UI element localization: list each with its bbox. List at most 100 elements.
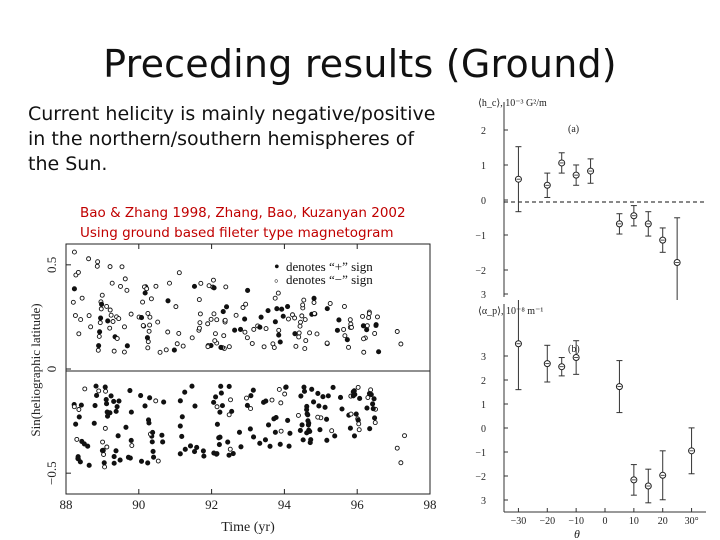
negative-sign-point: [348, 411, 354, 417]
negative-sign-point: [79, 295, 85, 301]
positive-sign-point: [218, 344, 224, 351]
positive-sign-point: [105, 318, 111, 324]
positive-sign-point: [230, 451, 236, 457]
positive-sign-point: [334, 327, 340, 333]
negative-sign-point: [145, 310, 151, 316]
negative-sign-point: [269, 397, 275, 403]
positive-sign-point: [317, 427, 323, 433]
positive-sign-point: [257, 324, 263, 330]
negative-sign-point: [223, 284, 229, 290]
negative-sign-point: [300, 302, 306, 308]
positive-sign-point: [150, 448, 156, 454]
negative-sign-point: [278, 400, 284, 406]
negative-sign-point: [244, 335, 250, 341]
positive-sign-point: [344, 337, 350, 343]
positive-sign-point: [103, 397, 109, 403]
negative-sign-point: [104, 444, 110, 450]
negative-sign-point: [144, 286, 150, 292]
positive-sign-point: [81, 441, 87, 447]
negative-sign-point: [118, 283, 123, 289]
positive-sign-point: [315, 390, 321, 396]
negative-sign-point: [71, 249, 77, 255]
positive-sign-point: [224, 304, 230, 310]
negative-sign-point: [372, 331, 378, 336]
positive-sign-point: [93, 383, 99, 389]
positive-sign-point: [350, 393, 356, 399]
negative-sign-point: [116, 316, 122, 322]
positive-sign-point: [113, 448, 119, 454]
negative-sign-point: [341, 304, 347, 309]
positive-sign-point: [111, 460, 117, 466]
negative-sign-point: [76, 407, 82, 412]
negative-sign-point: [356, 421, 362, 427]
negative-sign-point: [270, 341, 276, 347]
panel-x-tick-label: −10: [568, 516, 584, 527]
panel-x-tick-label: 30°: [685, 516, 699, 527]
legend-marker-plus: •: [274, 259, 280, 276]
positive-sign-point: [339, 406, 345, 412]
positive-sign-point: [279, 306, 285, 312]
negative-sign-point: [205, 321, 211, 327]
positive-sign-point: [337, 394, 344, 401]
positive-sign-point: [149, 439, 155, 445]
positive-sign-point: [101, 460, 107, 466]
positive-sign-point: [116, 398, 122, 404]
y-tick-label: −0.5: [44, 461, 59, 485]
positive-sign-point: [277, 441, 283, 447]
negative-sign-point: [272, 295, 278, 301]
negative-sign-point: [94, 263, 100, 269]
negative-sign-point: [111, 348, 117, 354]
negative-sign-point: [107, 264, 113, 270]
negative-sign-point: [71, 404, 77, 410]
negative-sign-point: [261, 344, 267, 350]
negative-sign-point: [110, 319, 116, 324]
slide-body: Current helicity is mainly negative/posi…: [28, 102, 458, 177]
latitude-time-scatter-chart: 88 90 92 94 96 98 0.5 0 −0.5 Sin(heliographic la…: [28, 243, 437, 535]
positive-sign-point: [242, 316, 248, 322]
x-tick-label: 96: [351, 497, 365, 512]
x-tick-label: 88: [60, 497, 73, 512]
positive-sign-point: [127, 387, 133, 394]
negative-sign-point: [189, 335, 195, 341]
negative-sign-point: [96, 333, 102, 339]
positive-sign-point: [114, 404, 120, 410]
positive-sign-point: [98, 315, 104, 321]
negative-sign-point: [212, 331, 218, 337]
negative-sign-point: [361, 336, 366, 342]
negative-sign-point: [86, 256, 92, 262]
negative-sign-point: [233, 312, 239, 318]
legend-label-minus: denotes “−” sign: [286, 272, 373, 287]
positive-sign-point: [189, 383, 195, 389]
negative-sign-point: [394, 329, 400, 334]
negative-sign-point: [198, 280, 204, 286]
negative-sign-point: [74, 436, 80, 442]
positive-sign-point: [353, 411, 359, 417]
negative-sign-point: [222, 317, 228, 323]
negative-sign-point: [155, 458, 161, 464]
positive-sign-point: [94, 392, 100, 399]
negative-sign-point: [324, 340, 330, 346]
positive-sign-point: [245, 287, 251, 293]
legend-label-plus: denotes “+” sign: [286, 259, 373, 274]
negative-sign-point: [197, 320, 203, 326]
positive-sign-point: [111, 454, 117, 460]
negative-sign-point: [286, 316, 291, 322]
positive-sign-point: [111, 398, 117, 404]
positive-sign-point: [351, 433, 358, 439]
positive-sign-point: [305, 422, 311, 428]
positive-sign-point: [92, 402, 98, 409]
positive-sign-point: [308, 437, 314, 443]
negative-sign-point: [293, 343, 299, 349]
positive-sign-point: [283, 384, 289, 390]
positive-sign-point: [258, 314, 264, 320]
positive-sign-point: [360, 323, 366, 329]
current-helicity-panel: ⟨h_c⟩, 10⁻³ G²/m (a) 2 1 0 −1 −2 3: [475, 98, 706, 300]
negative-sign-point: [176, 330, 182, 336]
positive-sign-point: [138, 392, 144, 399]
positive-sign-point: [286, 443, 292, 449]
negative-sign-point: [346, 344, 351, 350]
negative-sign-point: [311, 311, 317, 316]
negative-sign-point: [302, 317, 308, 323]
negative-sign-point: [128, 311, 134, 317]
negative-sign-point: [275, 290, 281, 296]
